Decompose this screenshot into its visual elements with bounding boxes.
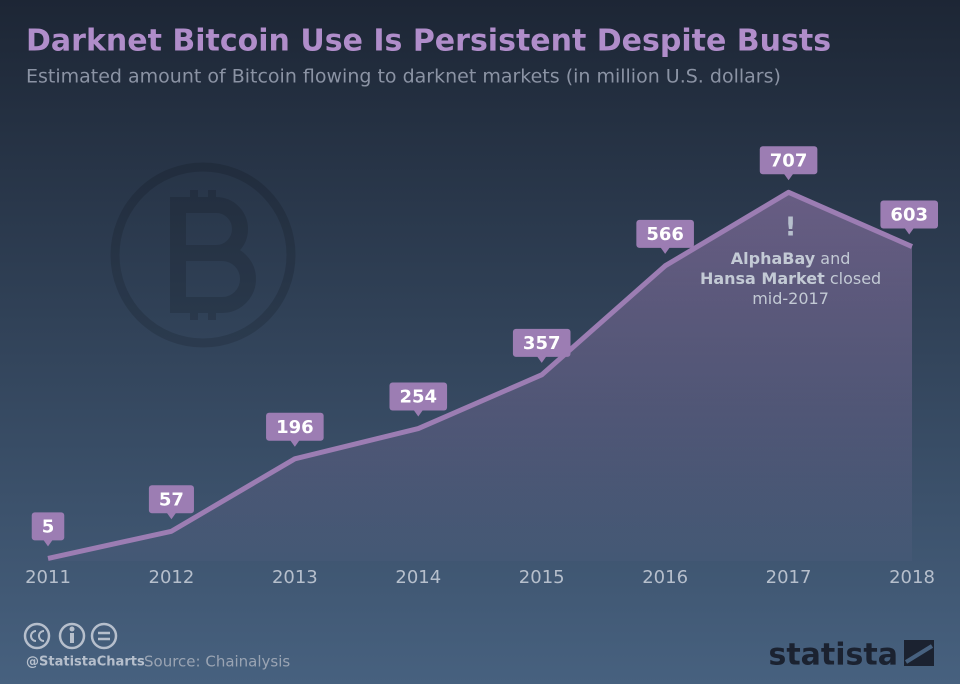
area: [48, 192, 912, 561]
annotation-part: Hansa Market: [700, 269, 825, 288]
value-label-pointer: [904, 227, 915, 235]
x-tick-label: 2017: [766, 567, 812, 588]
line: [47, 189, 914, 561]
value-label-text: 603: [890, 205, 928, 226]
value-label: 254: [389, 382, 448, 417]
x-tick-label: 2018: [889, 567, 935, 588]
x-tick-label: 2015: [519, 567, 565, 588]
value-label-text: 196: [276, 417, 314, 438]
annotation-part: and: [815, 249, 850, 268]
x-tick-label: 2013: [272, 567, 318, 588]
value-label: 357: [512, 328, 571, 363]
x-tick-label: 2011: [25, 567, 71, 588]
value-label: 5: [31, 512, 65, 547]
value-label-pointer: [660, 246, 671, 254]
chart-title: Darknet Bitcoin Use Is Persistent Despit…: [26, 24, 831, 59]
value-label-pointer: [413, 409, 424, 417]
credit: @StatistaCharts: [26, 655, 145, 670]
annotation: mid-2017: [752, 289, 829, 308]
value-label-box: [880, 200, 938, 229]
annotation: Hansa Market closed: [700, 269, 881, 288]
logo-icon: [904, 640, 934, 666]
value-label-text: 5: [42, 516, 55, 537]
value-label-text: 254: [399, 387, 437, 408]
logo: statista: [768, 638, 898, 673]
annotation-mark: !: [785, 213, 797, 243]
x-tick-label: 2014: [395, 567, 441, 588]
value-label-text: 707: [770, 150, 808, 171]
annotation-part: mid-2017: [752, 289, 829, 308]
value-label-pointer: [289, 439, 300, 447]
value-label: 707: [759, 146, 818, 181]
annotation: AlphaBay and: [731, 249, 851, 268]
value-label-box: [759, 146, 818, 175]
cc-icons: [23, 622, 118, 650]
value-label-box: [512, 328, 571, 357]
value-label-box: [148, 485, 194, 514]
value-label-box: [636, 219, 694, 248]
value-label: 196: [266, 412, 324, 447]
value-label: 603: [880, 200, 938, 235]
value-label-text: 57: [159, 489, 184, 510]
annotation-part: closed: [825, 269, 881, 288]
value-label-box: [31, 512, 65, 541]
x-tick-label: 2016: [642, 567, 688, 588]
value-label-pointer: [783, 173, 794, 181]
value-label-pointer: [536, 355, 547, 363]
value-label-box: [389, 382, 448, 411]
value-label-pointer: [166, 512, 177, 520]
value-label-text: 566: [646, 224, 684, 245]
value-label: 566: [636, 219, 694, 254]
x-tick-label: 2012: [149, 567, 195, 588]
value-label-text: 357: [523, 333, 561, 354]
value-label-box: [266, 412, 324, 441]
chart-subtitle: Estimated amount of Bitcoin flowing to d…: [26, 66, 781, 88]
value-label: 57: [148, 485, 194, 520]
source: Source: Chainalysis: [144, 653, 290, 671]
annotation-part: AlphaBay: [731, 249, 816, 268]
bitcoin-watermark: [110, 162, 296, 348]
value-label-pointer: [43, 539, 53, 547]
